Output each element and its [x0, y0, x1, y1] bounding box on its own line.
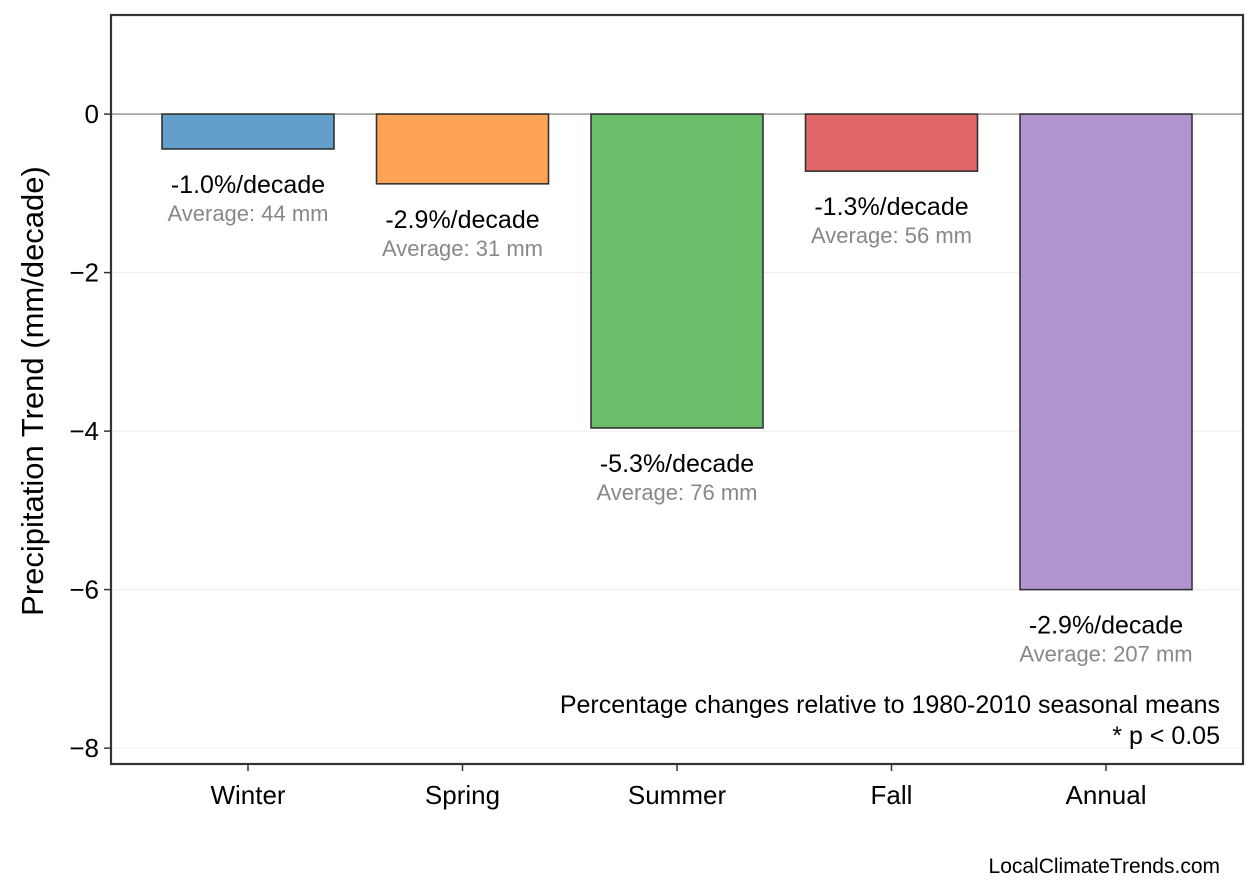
- y-tick-label: 0: [85, 99, 99, 129]
- bar-average-label: Average: 207 mm: [1019, 642, 1192, 667]
- y-tick-label: −6: [69, 575, 99, 605]
- bar-percent-label: -1.0%/decade: [171, 171, 325, 199]
- x-tick-label: Winter: [210, 780, 285, 810]
- source-credit: LocalClimateTrends.com: [989, 855, 1220, 878]
- bar-average-label: Average: 56 mm: [811, 223, 972, 248]
- note-line-1: Percentage changes relative to 1980-2010…: [560, 691, 1220, 719]
- bar-average-label: Average: 31 mm: [382, 236, 543, 261]
- bars: [161, 113, 1193, 591]
- x-tick-label: Summer: [628, 780, 727, 810]
- bar-spring: [375, 113, 550, 185]
- bar-summer: [590, 113, 764, 429]
- bar-average-label: Average: 76 mm: [596, 480, 757, 505]
- y-axis-ticks: 0 −2 −4 −6 −8: [69, 99, 111, 763]
- bar-winter: [161, 113, 335, 150]
- bar-percent-label: -2.9%/decade: [385, 206, 539, 234]
- x-tick-label: Spring: [425, 780, 500, 810]
- x-tick-label: Fall: [871, 780, 913, 810]
- y-tick-label: −2: [69, 258, 99, 288]
- bar-percent-label: -5.3%/decade: [600, 450, 754, 478]
- x-tick-label: Annual: [1066, 780, 1147, 810]
- y-tick-label: −8: [69, 733, 99, 763]
- y-tick-label: −4: [69, 416, 99, 446]
- y-axis-label: Precipitation Trend (mm/decade): [15, 166, 50, 616]
- bar-fall: [804, 113, 979, 172]
- bar-percent-label: -1.3%/decade: [814, 193, 968, 221]
- x-axis-ticks: Winter Spring Summer Fall Annual: [210, 764, 1146, 810]
- bar-average-label: Average: 44 mm: [167, 201, 328, 226]
- bar-annual: [1019, 113, 1193, 591]
- bar-percent-label: -2.9%/decade: [1029, 612, 1183, 640]
- note-line-2: * p < 0.05: [1112, 722, 1220, 750]
